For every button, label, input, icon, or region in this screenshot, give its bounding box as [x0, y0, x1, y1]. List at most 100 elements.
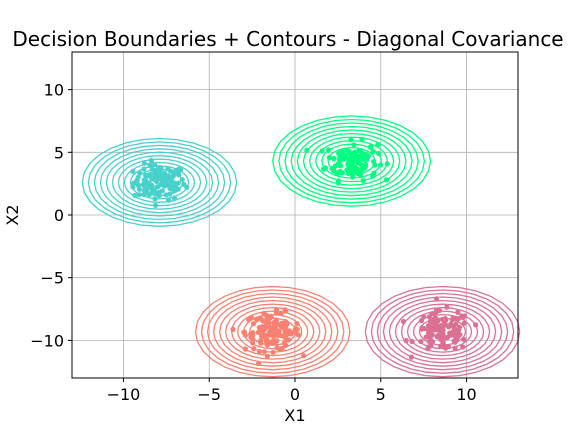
- data-point: [171, 173, 177, 179]
- data-point: [152, 196, 158, 202]
- data-point: [356, 147, 362, 154]
- y-tick-label: 0: [54, 206, 64, 225]
- x-tick-label: −5: [197, 385, 221, 404]
- data-point: [326, 155, 332, 161]
- data-point: [350, 174, 356, 180]
- data-point: [441, 318, 447, 324]
- contour-line: [272, 115, 432, 207]
- data-point: [277, 346, 283, 352]
- data-point: [370, 173, 376, 179]
- data-point: [248, 334, 254, 340]
- scatter-points: [130, 136, 479, 367]
- data-point: [440, 335, 446, 341]
- data-point: [351, 152, 357, 158]
- data-point: [251, 346, 257, 352]
- data-point: [242, 346, 248, 352]
- data-point: [256, 348, 263, 355]
- data-point: [282, 335, 288, 341]
- data-point: [149, 166, 155, 172]
- data-point: [165, 173, 171, 179]
- data-point: [168, 168, 174, 174]
- contour-line: [284, 122, 419, 200]
- contour-line: [364, 285, 521, 378]
- data-point: [346, 166, 352, 173]
- contour-line: [81, 137, 238, 227]
- contour-line: [218, 299, 327, 364]
- data-point: [444, 304, 450, 310]
- contour-line: [321, 143, 382, 179]
- data-point: [384, 177, 390, 183]
- data-point: [254, 316, 260, 322]
- data-point: [261, 334, 267, 340]
- contour-line: [93, 144, 226, 221]
- contour-line: [290, 125, 413, 197]
- contour-line: [212, 296, 333, 367]
- data-point: [322, 165, 328, 171]
- data-point: [241, 329, 247, 335]
- contour-line: [99, 148, 220, 217]
- data-point: [179, 177, 185, 183]
- data-point: [473, 322, 479, 328]
- y-axis-label: X2: [3, 204, 22, 225]
- data-point: [429, 311, 435, 317]
- data-point: [418, 318, 425, 324]
- data-point: [153, 190, 159, 196]
- data-point: [146, 183, 152, 189]
- data-point: [280, 325, 286, 331]
- data-point: [136, 186, 142, 192]
- contour-line: [400, 306, 485, 357]
- data-point: [348, 137, 354, 143]
- data-point: [181, 181, 187, 187]
- data-point: [148, 157, 154, 164]
- data-point: [362, 152, 369, 158]
- y-tick-label: 5: [54, 143, 64, 162]
- data-point: [283, 308, 289, 314]
- contour-line: [376, 292, 509, 371]
- contour-line: [194, 285, 351, 378]
- data-point: [360, 178, 366, 184]
- data-point: [346, 156, 352, 162]
- data-point: [269, 328, 275, 334]
- data-point: [286, 328, 293, 334]
- data-point: [400, 318, 406, 325]
- data-point: [270, 349, 276, 355]
- x-tick-label: 5: [376, 385, 386, 404]
- data-point: [171, 195, 177, 201]
- data-point: [274, 328, 280, 334]
- data-point: [377, 162, 384, 168]
- data-point: [354, 157, 360, 163]
- data-point: [250, 340, 256, 346]
- data-point: [450, 329, 456, 335]
- data-point: [460, 314, 466, 320]
- data-point: [325, 147, 332, 153]
- contour-line: [87, 141, 232, 224]
- contour-line: [388, 299, 497, 364]
- data-point: [258, 329, 264, 336]
- data-point: [346, 150, 352, 156]
- data-point: [136, 192, 142, 198]
- data-point: [375, 142, 381, 148]
- data-point: [141, 177, 147, 183]
- data-point: [363, 161, 369, 167]
- data-point: [230, 326, 236, 332]
- data-point: [375, 150, 381, 156]
- data-point: [278, 310, 284, 316]
- data-point: [134, 177, 140, 183]
- contour-line: [315, 139, 389, 183]
- data-point: [137, 170, 143, 176]
- data-point: [433, 307, 439, 313]
- data-point: [445, 343, 451, 350]
- data-point: [435, 318, 441, 324]
- contour-line: [117, 158, 202, 207]
- data-point: [339, 151, 345, 157]
- data-point: [460, 344, 466, 350]
- data-point: [175, 171, 181, 177]
- data-point: [336, 162, 342, 168]
- data-point: [261, 310, 267, 317]
- data-point: [438, 343, 444, 350]
- data-point: [283, 342, 289, 348]
- data-point: [250, 321, 257, 327]
- data-point: [452, 345, 458, 351]
- data-point: [444, 335, 450, 341]
